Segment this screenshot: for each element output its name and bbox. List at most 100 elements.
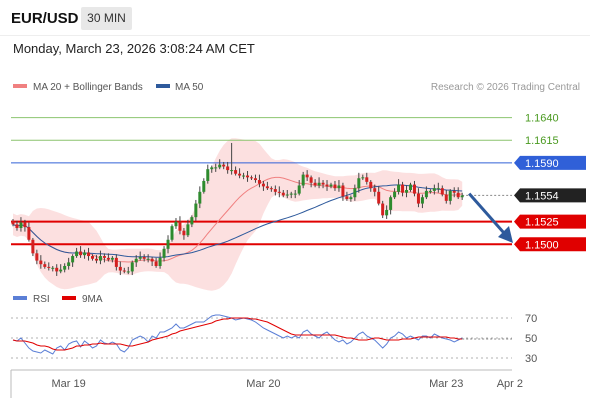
candle-body [261, 183, 265, 187]
level-tag-1.1554 [514, 188, 586, 203]
candle [440, 185, 444, 197]
candle-body [59, 269, 63, 272]
candle [222, 161, 226, 170]
candle-body [250, 177, 253, 179]
candle-body [114, 257, 118, 267]
candle [349, 195, 353, 202]
candle [126, 266, 130, 275]
x-tick-label: Mar 23 [429, 378, 463, 390]
candle-body [440, 188, 444, 195]
candle-body [154, 261, 158, 266]
ma20-legend-label: MA 20 + Bollinger Bands [33, 82, 143, 93]
candle-body [452, 190, 456, 193]
candle-body [460, 195, 464, 198]
candle-body [106, 257, 110, 260]
candle-body [313, 182, 317, 186]
candle-body [71, 256, 75, 263]
candle [162, 246, 166, 262]
candle [269, 186, 273, 192]
candle [321, 180, 325, 189]
candle-body [206, 169, 210, 181]
candle-body [389, 197, 393, 210]
candle [365, 172, 369, 185]
header-divider [0, 35, 590, 36]
candle-body [198, 191, 202, 204]
candle-body [186, 224, 190, 236]
candle [313, 179, 317, 188]
candle [59, 264, 63, 274]
candle [361, 174, 365, 181]
candle [110, 256, 114, 263]
rsi-panel: 70 50 30 [11, 313, 537, 365]
candle [63, 263, 67, 273]
candle-body [27, 227, 31, 240]
candle [373, 184, 377, 197]
price-levels [11, 117, 512, 246]
candle [158, 252, 162, 269]
candle [325, 180, 329, 191]
candle [385, 205, 389, 219]
candle [186, 219, 190, 238]
candle [71, 254, 75, 267]
candle [273, 185, 277, 196]
level-label-1.1525: 1.1525 [525, 217, 559, 229]
timeframe-selector[interactable]: 30 MIN [81, 7, 132, 30]
candle-body [337, 185, 341, 189]
candle [178, 216, 182, 235]
candle [357, 172, 361, 193]
candle-body [412, 184, 416, 194]
price-legend: MA 20 + Bollinger Bands MA 50 Research ©… [13, 82, 580, 93]
candle-body [162, 248, 166, 258]
candle-body [134, 258, 138, 263]
candle [416, 188, 420, 208]
candle [234, 166, 238, 176]
level-label-1.1615: 1.1615 [525, 135, 559, 147]
rsi-tick-label-30: 30 [525, 353, 537, 365]
candle [297, 180, 301, 196]
candle-body [214, 167, 218, 169]
ma50-legend-label: MA 50 [175, 82, 204, 93]
candle-body [79, 251, 83, 256]
candle-body [87, 252, 91, 257]
candle [253, 174, 257, 183]
candle [214, 163, 218, 172]
candle-body [102, 256, 106, 258]
candle-body [436, 188, 440, 190]
candle-body [424, 190, 428, 198]
candle [146, 254, 150, 263]
candle [242, 172, 246, 180]
candle [345, 191, 349, 201]
candle [154, 257, 158, 268]
candle-body [365, 177, 369, 182]
candle-body [416, 193, 420, 204]
candle [405, 185, 409, 198]
rsi-tick-label-50: 50 [525, 333, 537, 345]
candle-body [51, 267, 55, 269]
candle [341, 182, 345, 201]
candle [174, 218, 178, 229]
candle-body [202, 180, 206, 192]
candle-body [174, 221, 178, 227]
datetime-label: Monday, March 23, 2026 3:08:24 AM CET [13, 41, 255, 56]
candle [329, 182, 333, 189]
candle-body [75, 251, 79, 257]
candle-body [361, 177, 365, 179]
level-label-1.1500: 1.1500 [525, 239, 559, 251]
candle-body [238, 173, 242, 176]
candle-body [19, 222, 23, 228]
candle-body [309, 177, 313, 183]
candle [261, 180, 265, 191]
candle-body [146, 258, 150, 260]
candle [412, 180, 416, 197]
candle-body [269, 188, 273, 190]
candle [182, 228, 186, 240]
bollinger-bands [13, 138, 463, 291]
candle-body [381, 203, 385, 216]
copyright-label: Research © 2026 Trading Central [431, 82, 580, 93]
ma50-legend-swatch [156, 84, 170, 88]
symbol-label[interactable]: EUR/USD [11, 10, 79, 27]
candle-body [385, 209, 389, 216]
forecast-arrow [468, 192, 513, 243]
